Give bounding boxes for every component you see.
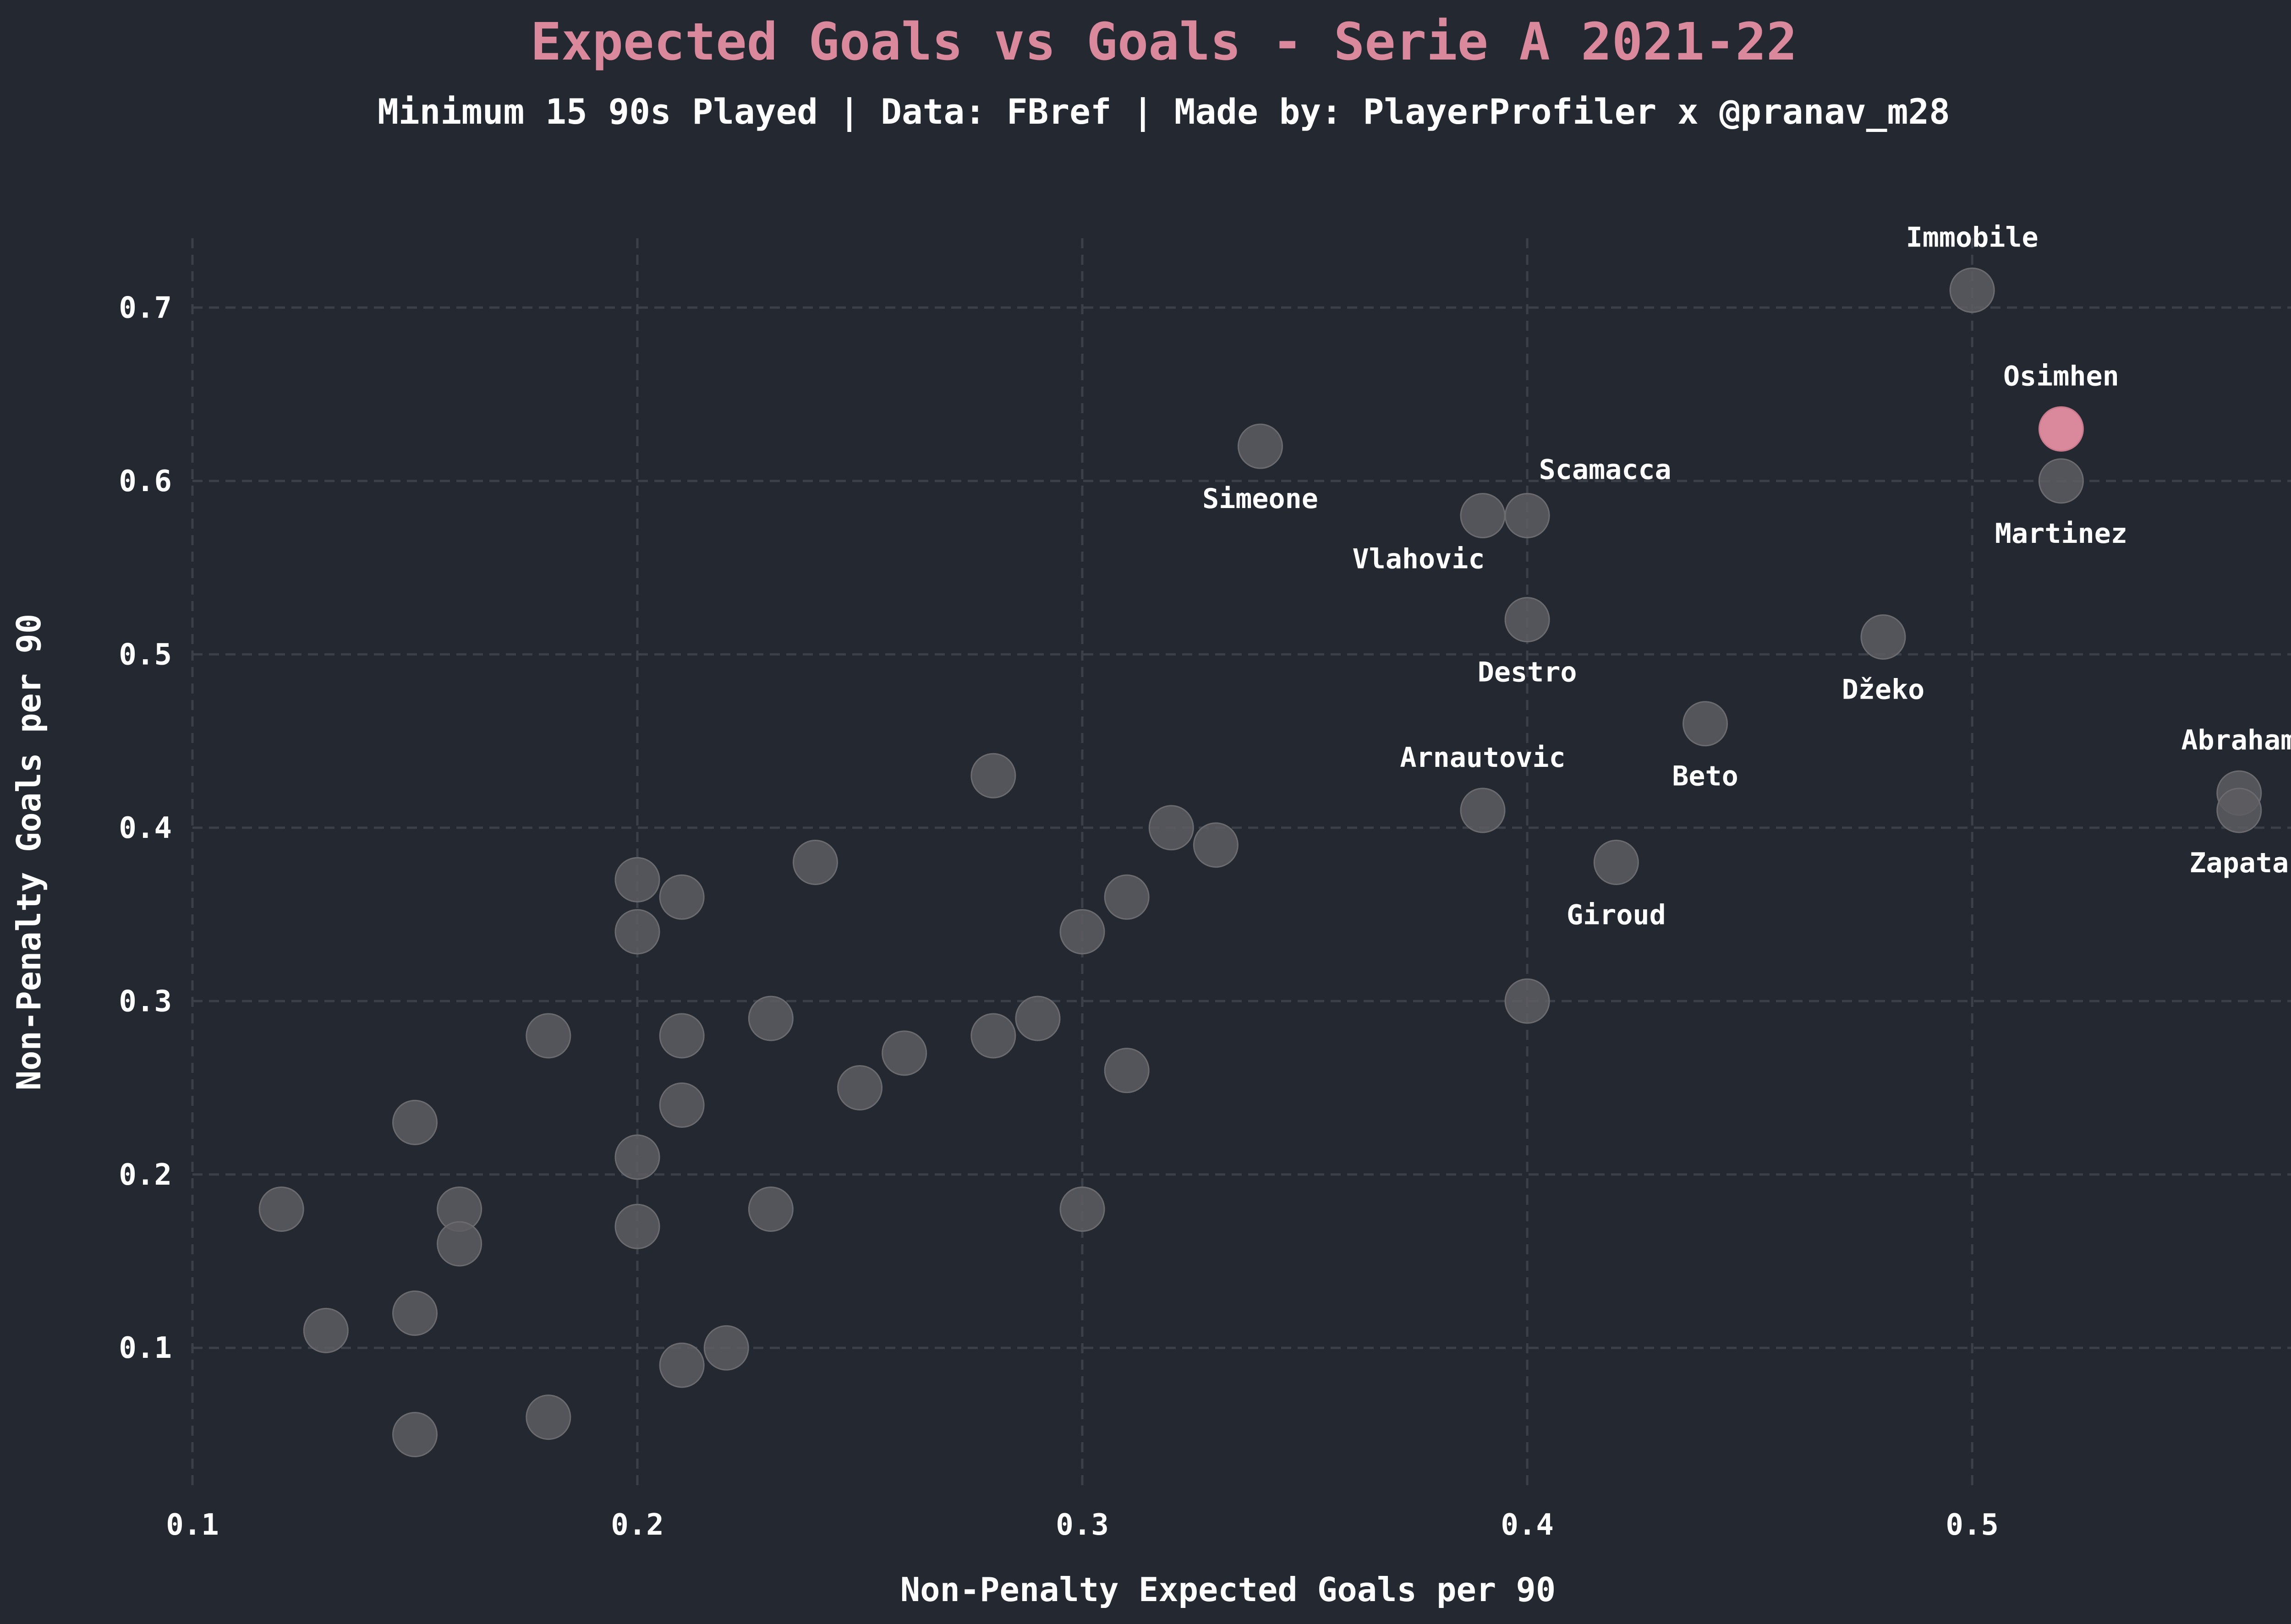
x-tick-label: 0.4 xyxy=(1501,1508,1554,1542)
data-point xyxy=(1015,995,1061,1041)
point-label: Destro xyxy=(1478,656,1577,689)
data-point xyxy=(882,1030,927,1076)
data-point xyxy=(970,1013,1016,1059)
y-axis-label: Non-Penalty Goals per 90 xyxy=(10,614,48,1090)
point-label: Arnautovic xyxy=(1400,742,1565,774)
data-point xyxy=(748,1186,794,1232)
grid-lines xyxy=(191,238,2291,1487)
y-tick-label: 0.6 xyxy=(119,465,172,498)
data-point xyxy=(1860,614,1906,660)
data-point xyxy=(437,1221,482,1267)
point-label: Simeone xyxy=(1202,483,1318,515)
data-point xyxy=(526,1013,571,1059)
data-point xyxy=(1059,1186,1105,1232)
data-point xyxy=(392,1290,438,1336)
data-point xyxy=(392,1411,438,1457)
x-tick-label: 0.3 xyxy=(1056,1508,1109,1542)
data-point xyxy=(1683,701,1728,747)
data-point xyxy=(659,1082,705,1128)
point-label: Martinez xyxy=(1995,518,2127,550)
chart-subtitle: Minimum 15 90s Played | Data: FBref | Ma… xyxy=(378,91,1950,132)
data-point xyxy=(837,1065,883,1111)
data-point xyxy=(1460,493,1506,539)
data-point xyxy=(303,1307,349,1353)
point-label: Osimhen xyxy=(2003,360,2119,392)
point-label: Zapata xyxy=(2189,847,2289,879)
chart-title: Expected Goals vs Goals - Serie A 2021-2… xyxy=(531,12,1798,72)
data-point xyxy=(392,1099,438,1145)
data-point xyxy=(659,1013,705,1059)
point-label: Vlahovic xyxy=(1353,543,1485,575)
highlighted-data-point xyxy=(2038,406,2084,452)
point-label: Giroud xyxy=(1567,899,1666,931)
point-label: Immobile xyxy=(1906,222,2039,254)
data-point xyxy=(970,753,1016,798)
data-point xyxy=(1104,874,1150,920)
point-label: Džeko xyxy=(1842,673,1925,705)
data-point xyxy=(526,1394,571,1440)
data-point xyxy=(1059,909,1105,955)
data-point xyxy=(1504,597,1550,643)
y-tick-label: 0.1 xyxy=(119,1331,172,1365)
data-point xyxy=(1460,787,1506,833)
data-point xyxy=(792,840,838,885)
point-label: Scamacca xyxy=(1539,454,1672,486)
data-point xyxy=(1148,805,1194,851)
x-tick-label: 0.5 xyxy=(1946,1508,1999,1542)
x-tick-label: 0.1 xyxy=(166,1508,219,1542)
x-tick-label: 0.2 xyxy=(611,1508,664,1542)
data-point xyxy=(1104,1048,1150,1094)
data-point xyxy=(703,1325,749,1371)
data-point xyxy=(1504,978,1550,1024)
y-tick-label: 0.3 xyxy=(119,984,172,1018)
data-point xyxy=(2216,787,2262,833)
data-point xyxy=(614,909,660,955)
x-axis-label: Non-Penalty Expected Goals per 90 xyxy=(900,1570,1556,1609)
data-points xyxy=(258,268,2262,1457)
data-point xyxy=(614,1203,660,1249)
y-tick-label: 0.2 xyxy=(119,1158,172,1192)
data-point xyxy=(1193,822,1239,868)
y-tick-label: 0.4 xyxy=(119,811,172,845)
y-tick-label: 0.7 xyxy=(119,291,172,325)
data-point xyxy=(258,1186,304,1232)
data-point xyxy=(659,874,705,920)
data-point xyxy=(1238,423,1283,469)
data-point xyxy=(1949,268,1995,313)
point-label: Abraham xyxy=(2181,724,2291,756)
axis-ticks: 0.1 0.2 0.3 0.4 0.5 0.1 0.2 0.3 0.4 0.5 0.6 0.7 xyxy=(119,291,1999,1542)
data-point xyxy=(659,1342,705,1388)
data-point xyxy=(1504,493,1550,539)
data-point xyxy=(1593,840,1639,885)
data-point xyxy=(2038,458,2084,504)
data-point xyxy=(614,857,660,902)
data-point xyxy=(748,995,794,1041)
y-tick-label: 0.5 xyxy=(119,638,172,672)
data-point xyxy=(614,1134,660,1180)
point-label: Beto xyxy=(1672,760,1738,793)
point-labels: Immobile Osimhen Martinez Simeone Scamacca Vl… xyxy=(1202,222,2291,931)
